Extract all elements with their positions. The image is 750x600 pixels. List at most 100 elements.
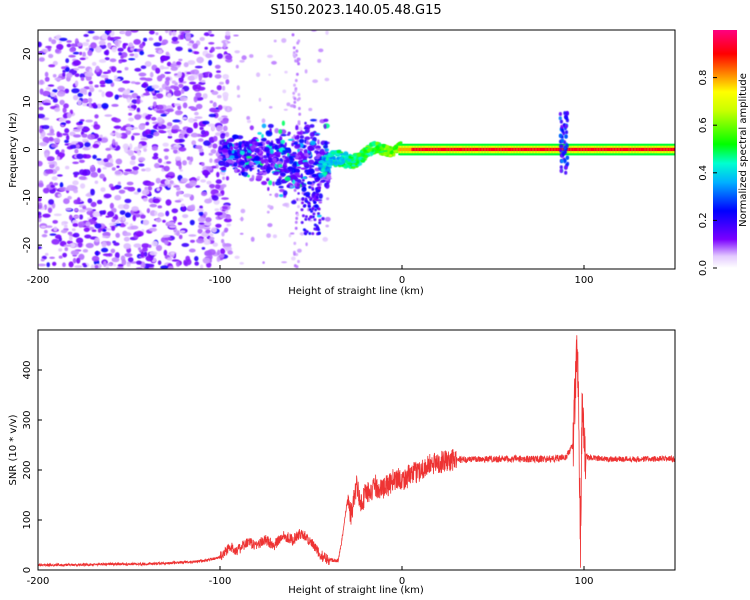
heatmap-cell [103, 260, 107, 268]
heatmap-cell [131, 206, 139, 212]
heatmap-cell [234, 255, 240, 259]
heatmap-cell [137, 143, 143, 149]
heatmap-cell [193, 96, 198, 103]
heatmap-cell [179, 95, 188, 102]
heatmap-cell [304, 232, 308, 236]
heatmap-cell [38, 57, 45, 62]
heatmap-cell [201, 191, 208, 197]
heatmap-cell [247, 119, 251, 124]
heatmap-cell [155, 177, 161, 184]
heatmap-cell [302, 186, 306, 190]
heatmap-cell [151, 84, 160, 89]
heatmap-cell [285, 158, 290, 164]
heatmap-cell [224, 243, 232, 247]
heatmap-cell [361, 157, 365, 161]
heatmap-cell [197, 86, 206, 91]
heatmap-cell [97, 137, 102, 142]
heatmap-cell [247, 174, 250, 178]
heatmap-cell [212, 242, 218, 247]
heatmap-cell [158, 87, 164, 92]
heatmap-cell [132, 215, 136, 222]
heatmap-cell [82, 103, 88, 107]
heatmap-cell [223, 161, 230, 168]
heatmap-cell [195, 185, 201, 188]
heatmap-cell [38, 101, 43, 106]
heatmap-cell [173, 149, 178, 154]
heatmap-cell [175, 46, 183, 52]
heatmap-cell [222, 141, 228, 144]
heatmap-cell [295, 125, 299, 131]
heatmap-cell [85, 47, 90, 51]
heatmap-cell [132, 166, 139, 171]
snr-y-tick-label: 300 [22, 410, 33, 429]
heatmap-cell [292, 175, 297, 180]
heatmap-cell [564, 114, 568, 119]
heatmap-cell [95, 46, 102, 53]
heatmap-cell [209, 100, 214, 104]
heatmap-cell [94, 237, 100, 243]
heatmap-cell [55, 166, 60, 172]
heatmap-cell [315, 226, 319, 230]
heatmap-cell [38, 113, 45, 119]
heatmap-cell [267, 123, 274, 129]
heatmap-cell [317, 232, 321, 235]
heatmap-cell [563, 149, 567, 154]
heatmap-cell [314, 208, 318, 212]
heatmap-cell [81, 42, 90, 47]
heatmap-cell [124, 30, 132, 37]
heatmap-cell [67, 231, 73, 235]
heatmap-cell [38, 263, 46, 267]
snr-x-label: Height of straight line (km) [288, 585, 424, 596]
heatmap-cell [102, 166, 107, 170]
heatmap-x-ticks: -200 -100 0 100 [27, 265, 594, 286]
heatmap-cell [44, 229, 48, 234]
heatmap-cell [558, 112, 563, 116]
heatmap-cell [166, 161, 172, 164]
heatmap-cell [124, 253, 133, 257]
heatmap-cell [174, 110, 183, 116]
heatmap-cell [147, 54, 155, 58]
heatmap-cell [58, 248, 63, 252]
heatmap-cell [393, 150, 399, 153]
heatmap-cell [297, 148, 300, 153]
heatmap-cell [209, 34, 215, 37]
heatmap-cell [114, 141, 118, 147]
heatmap-cell [65, 207, 72, 211]
heatmap-cell [87, 49, 93, 57]
heatmap-cell [297, 57, 301, 61]
heatmap-cell [212, 143, 218, 149]
heatmap-cell [71, 141, 79, 144]
heatmap-cell [197, 228, 203, 234]
heatmap-cell [300, 221, 304, 224]
heatmap-cell [313, 218, 317, 222]
heatmap-cell [38, 217, 42, 223]
heatmap-cell [226, 214, 231, 220]
heatmap-cell [105, 30, 112, 34]
snr-y-tick-label: 400 [22, 360, 33, 379]
heatmap-cell [115, 220, 120, 224]
heatmap-cell [273, 171, 280, 176]
heatmap-cell [169, 180, 174, 185]
heatmap-cell [142, 219, 150, 226]
heatmap-cell [140, 263, 146, 268]
heatmap-cell [157, 212, 165, 217]
heatmap-cell [274, 151, 282, 155]
heatmap-cell [78, 176, 87, 180]
heatmap-cell [137, 246, 142, 251]
heatmap-cell [300, 155, 305, 159]
heatmap-cell [198, 138, 204, 142]
heatmap-cell [196, 56, 204, 64]
heatmap-cell [167, 177, 172, 181]
heatmap-cell [172, 119, 181, 123]
heatmap-cell [133, 191, 139, 195]
heatmap-cell [298, 198, 302, 202]
heatmap-cell [309, 215, 313, 219]
heatmap-cell [123, 203, 130, 210]
heatmap-cell [221, 172, 226, 176]
heatmap-cell [102, 235, 111, 239]
heatmap-cell [131, 99, 138, 104]
heatmap-cell [274, 128, 280, 134]
heatmap-cell [221, 197, 229, 200]
heatmap-cell [118, 52, 123, 56]
heatmap-cell [307, 145, 314, 151]
